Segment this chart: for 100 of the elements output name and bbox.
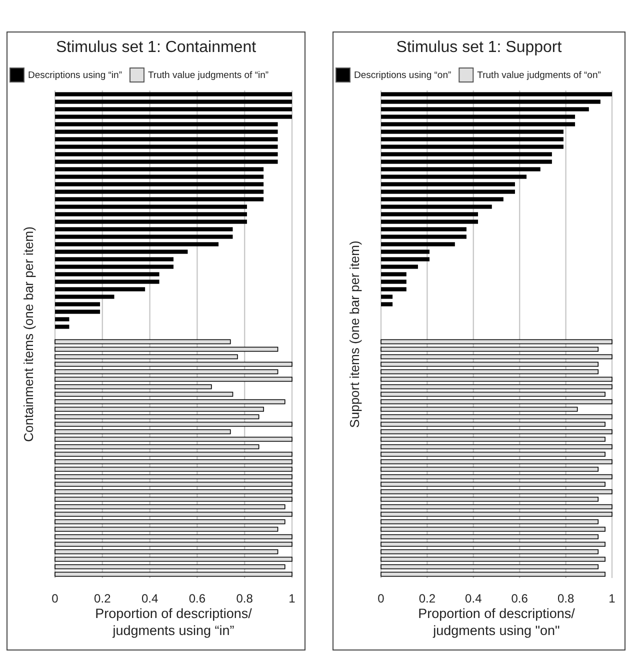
bar [381, 204, 492, 209]
bar [55, 197, 264, 202]
bar [381, 100, 600, 104]
bar [380, 339, 612, 344]
x-axis-title: Proportion of descriptions/ judgments using “in” [95, 606, 252, 638]
bar [55, 204, 247, 209]
bar [55, 227, 233, 232]
y-axis-title: Support items (one bar per item) [347, 240, 362, 428]
bar [381, 167, 540, 172]
bar [380, 376, 612, 382]
bar [380, 452, 606, 457]
bar [55, 190, 264, 194]
bar [55, 152, 278, 156]
bar [54, 376, 292, 382]
bar [381, 287, 406, 292]
bar [55, 310, 100, 314]
x-tick-label: 0 [52, 592, 59, 606]
y-axis-title: Containment items (one bar per item) [21, 226, 36, 442]
bar [381, 242, 455, 246]
bar [55, 280, 160, 284]
bar [55, 250, 188, 254]
bar [54, 339, 231, 344]
bar [54, 429, 231, 434]
chart-title: Stimulus set 1: Containment [56, 39, 257, 56]
x-tick-label: 0 [378, 592, 385, 606]
bar [55, 92, 292, 96]
bar [381, 190, 515, 194]
bar [381, 174, 527, 179]
bar [380, 549, 599, 554]
bar [54, 542, 292, 547]
bar [54, 406, 264, 412]
bar [54, 496, 292, 502]
bar [380, 556, 606, 562]
bar [55, 130, 278, 134]
legend-label: Truth value judgments of “in” [148, 70, 269, 81]
bar [380, 414, 612, 420]
bar [55, 137, 278, 142]
bar [380, 542, 606, 547]
bar [55, 144, 278, 149]
bar [380, 534, 599, 540]
x-tick-label: 0.8 [557, 592, 574, 606]
bar [55, 242, 219, 246]
bar [381, 107, 589, 112]
bar [54, 399, 286, 404]
bar [380, 519, 599, 524]
bar [55, 114, 292, 119]
bar [380, 496, 599, 502]
bar [54, 512, 292, 517]
bar [54, 489, 292, 494]
bar [54, 436, 292, 442]
bar [55, 294, 114, 299]
bar [381, 144, 564, 149]
bar [54, 519, 286, 524]
bar [54, 392, 234, 397]
legend-label: Descriptions using “in” [28, 70, 122, 81]
bar [380, 392, 606, 397]
bar [55, 174, 264, 179]
bar [381, 122, 576, 126]
bar [381, 264, 418, 269]
bar [380, 362, 599, 367]
bar [380, 466, 599, 472]
bar [380, 406, 578, 412]
bar [55, 167, 264, 172]
bar [54, 474, 292, 480]
bar [54, 572, 292, 577]
x-tick-label: 0.4 [141, 592, 158, 606]
bar [381, 257, 430, 262]
bar [55, 212, 247, 216]
x-tick-label: 0.2 [418, 592, 436, 606]
bar [55, 302, 100, 306]
legend-label: Descriptions using “on” [354, 70, 452, 81]
bar [55, 100, 292, 104]
bar [380, 564, 599, 570]
bar [54, 482, 292, 487]
bar [54, 549, 278, 554]
bar [380, 482, 606, 487]
bar [54, 444, 260, 450]
bar [380, 436, 606, 442]
bar [55, 220, 247, 224]
bar [380, 422, 606, 427]
bar [380, 354, 612, 360]
bar [54, 414, 260, 420]
bar [380, 489, 612, 494]
bar [54, 556, 292, 562]
bar [380, 384, 612, 390]
bar [54, 564, 286, 570]
bar [380, 399, 612, 404]
bar [381, 302, 393, 306]
bar [54, 422, 292, 427]
bar [381, 272, 406, 276]
bar [54, 466, 292, 472]
bar [381, 280, 406, 284]
x-axis-title: Proportion of descriptions/ judgments using "on" [418, 606, 576, 638]
bar [380, 526, 606, 532]
bar [54, 504, 286, 510]
bar [55, 264, 174, 269]
bar [55, 182, 264, 186]
bar [381, 92, 612, 96]
bar [381, 152, 552, 156]
x-tick-label: 0.2 [94, 592, 112, 606]
